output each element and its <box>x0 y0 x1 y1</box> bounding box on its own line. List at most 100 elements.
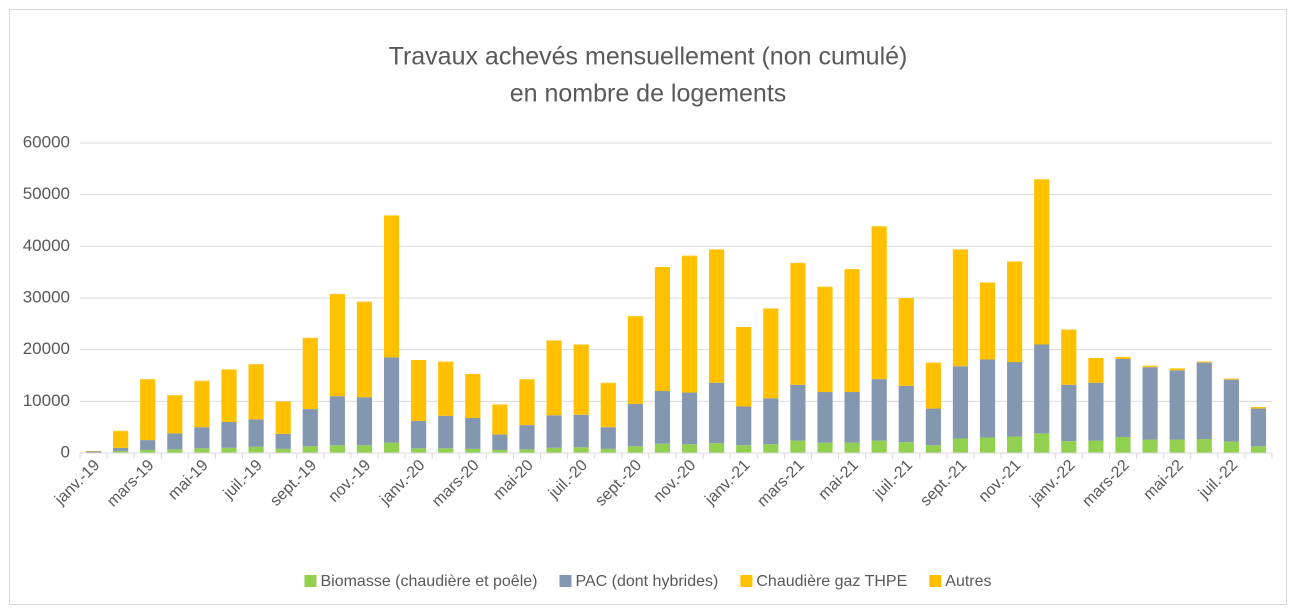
bar-segment <box>844 269 860 393</box>
bar-segment <box>1007 261 1023 262</box>
bar-segment <box>1034 179 1050 345</box>
bar-segment <box>627 316 643 404</box>
bar-segment <box>871 379 887 441</box>
bar-segment <box>275 448 291 453</box>
bar-segment <box>790 384 806 441</box>
bar-segment <box>925 408 941 446</box>
bar-segment <box>1115 357 1131 359</box>
bar-segment <box>1061 384 1077 442</box>
bar-segment <box>573 344 589 346</box>
bar-segment <box>1088 357 1104 359</box>
bar-segment <box>709 249 725 383</box>
bar-segment <box>709 249 725 250</box>
bar-segment <box>844 269 860 270</box>
bar-segment <box>952 249 969 250</box>
bar-segment <box>275 401 291 402</box>
bar-segment <box>979 283 996 360</box>
bar-segment <box>356 397 373 446</box>
bar-segment <box>329 294 345 397</box>
bar-segment <box>1223 379 1239 442</box>
bar-segment <box>383 215 400 216</box>
bar-segment <box>248 364 264 420</box>
bar-segment <box>465 373 481 375</box>
bar-segment <box>763 444 779 453</box>
bar-segment <box>898 298 914 386</box>
bar-segment <box>194 380 210 382</box>
legend-label: Autres <box>945 573 991 590</box>
bar-segment <box>411 448 427 453</box>
bar-segment <box>654 267 671 391</box>
bar-segment <box>1169 368 1185 369</box>
bar-segment <box>1196 362 1212 440</box>
bar-segment <box>681 256 698 393</box>
bar-segment <box>248 419 264 447</box>
bar-segment <box>85 450 102 452</box>
bar-segment <box>763 398 779 445</box>
bar-segment <box>113 430 129 432</box>
bar-segment <box>736 445 752 453</box>
bar-segment <box>844 392 860 443</box>
bar-segment <box>411 360 427 361</box>
bar-segment <box>194 448 210 453</box>
bar-segment <box>1115 356 1131 358</box>
bar-segment <box>681 444 698 453</box>
bar-segment <box>573 414 589 448</box>
bar-segment <box>519 379 535 380</box>
legend-swatch <box>740 575 753 587</box>
bar-segment <box>546 340 562 341</box>
y-tick-label: 50000 <box>23 184 70 203</box>
y-tick-label: 10000 <box>23 391 70 410</box>
bar-segment <box>465 417 481 449</box>
bar-segment <box>1250 446 1267 453</box>
bar-segment <box>952 438 969 453</box>
bar-segment <box>817 286 833 288</box>
bar-segment <box>654 443 671 453</box>
y-tick-label: 30000 <box>23 287 70 306</box>
bar-segment <box>844 442 860 453</box>
bar-segment <box>1088 382 1104 441</box>
bar-segment <box>492 404 508 405</box>
bar-segment <box>546 415 562 448</box>
bar-segment <box>1223 441 1239 453</box>
bar-segment <box>221 369 237 422</box>
bar-segment <box>383 215 400 358</box>
bar-segment <box>925 363 941 409</box>
bar-segment <box>681 255 698 257</box>
bar-segment <box>1196 361 1212 363</box>
bar-segment <box>221 447 237 453</box>
bar-segment <box>140 440 156 450</box>
bar-segment <box>194 427 210 449</box>
y-tick-label: 20000 <box>23 339 70 358</box>
bar-segment <box>952 366 969 439</box>
bar-segment <box>1142 365 1158 367</box>
bar-segment <box>275 401 291 434</box>
bar-segment <box>356 445 373 453</box>
bar-segment <box>654 267 671 268</box>
bar-segment <box>627 446 643 453</box>
bar-segment <box>302 338 318 410</box>
bar-segment <box>383 357 400 443</box>
bar-segment <box>817 287 833 393</box>
bar-segment <box>275 433 291 449</box>
bar-segment <box>1250 408 1267 447</box>
bar-segment <box>573 447 589 453</box>
bar-segment <box>248 446 264 453</box>
bar-segment <box>1169 368 1185 371</box>
legend-label: Biomasse (chaudière et poêle) <box>320 573 537 590</box>
bar-segment <box>167 433 183 450</box>
bar-segment <box>302 409 318 447</box>
bar-segment <box>736 326 752 328</box>
bar-segment <box>329 293 345 295</box>
bar-segment <box>113 431 129 448</box>
bar-segment <box>600 427 616 449</box>
bar-segment <box>113 450 129 453</box>
y-tick-label: 40000 <box>23 236 70 255</box>
bar-segment <box>167 449 183 453</box>
chart-title: Travaux achevés mensuellement (non cumul… <box>389 43 908 71</box>
bar-segment <box>492 434 508 450</box>
bar-segment <box>438 362 454 416</box>
bar-segment <box>438 448 454 453</box>
bar-segment <box>465 448 481 453</box>
bar-segment <box>871 226 887 380</box>
bar-segment <box>1034 344 1050 434</box>
